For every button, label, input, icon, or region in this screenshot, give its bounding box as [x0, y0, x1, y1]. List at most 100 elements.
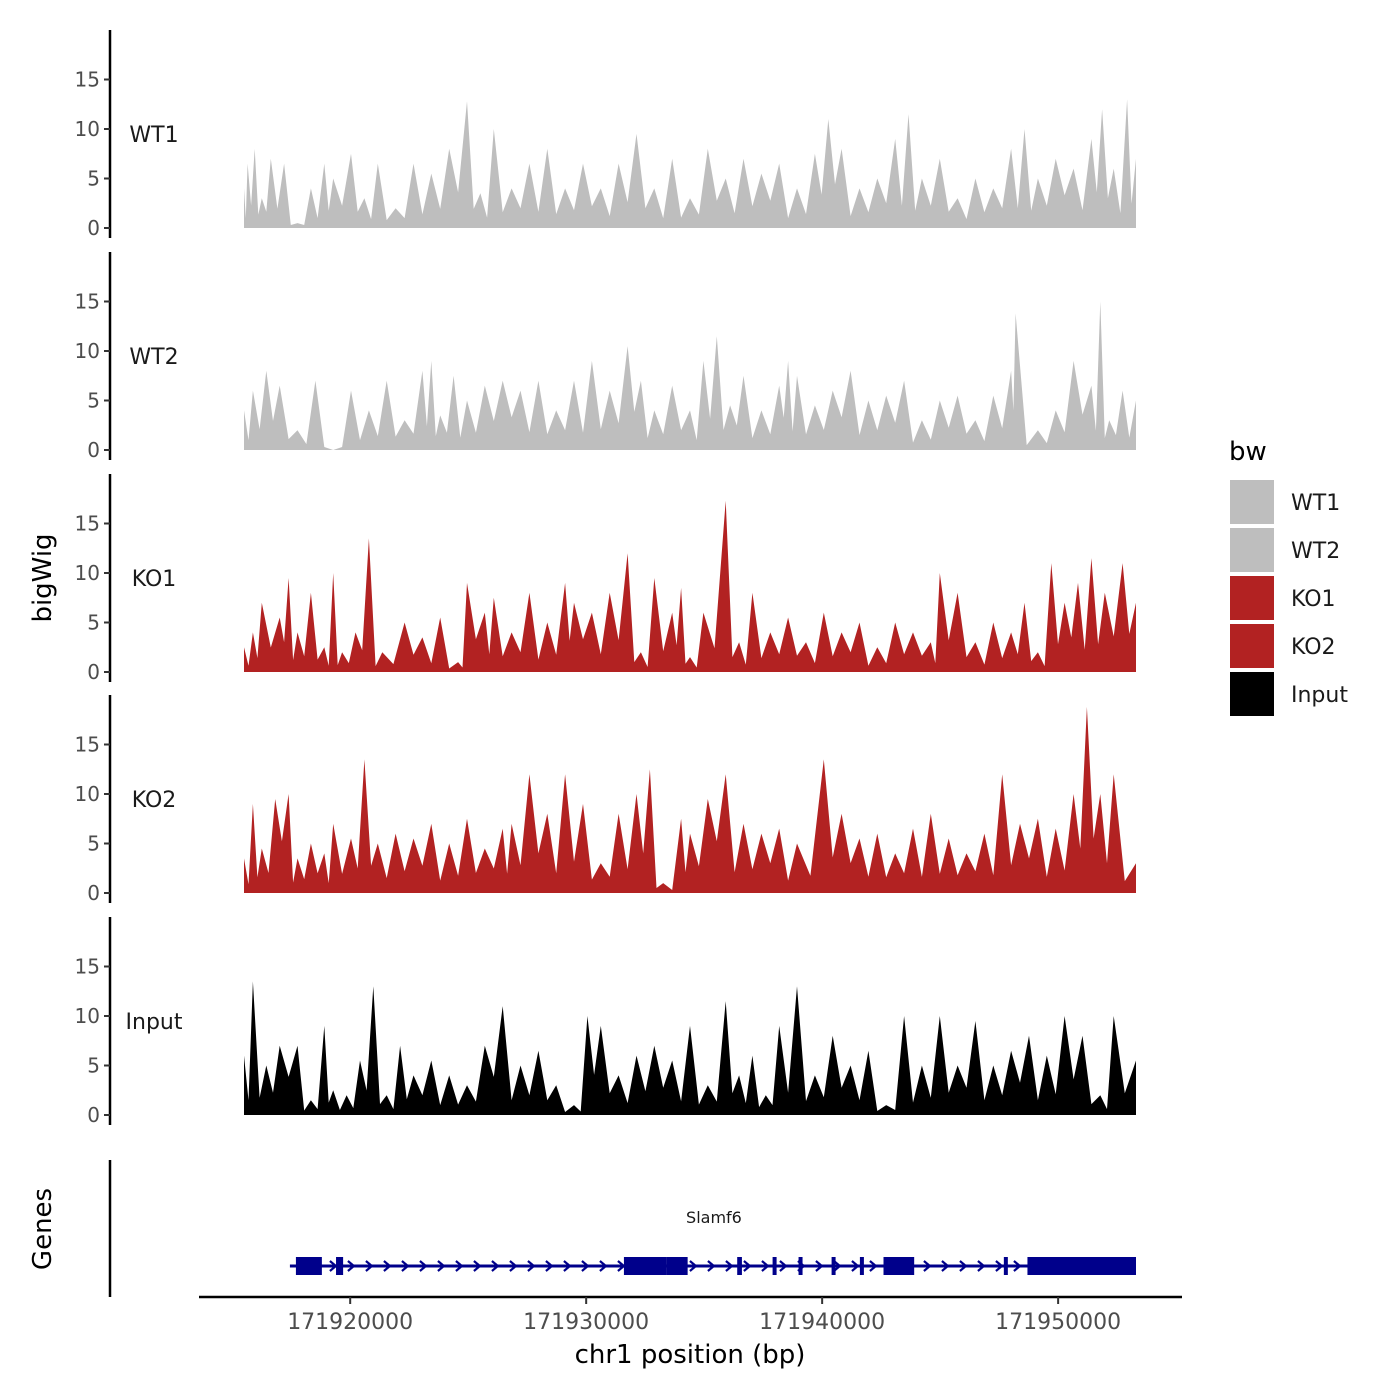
gene-exon [666, 1257, 688, 1275]
y-tick-label: 15 [75, 733, 100, 757]
y-tick-label: 10 [75, 117, 100, 141]
gene-exon [1003, 1257, 1008, 1275]
strand-arrow [941, 1260, 950, 1272]
gene-exon [798, 1257, 803, 1275]
y-tick-label: 0 [87, 1103, 100, 1127]
gene-exon [883, 1257, 915, 1275]
track-panel-wt1: 0 5 10 15 WT1 [75, 30, 1136, 240]
legend-swatch [1230, 624, 1274, 668]
y-tick-label: 15 [75, 955, 100, 979]
y-tick-label: 0 [87, 660, 100, 684]
genes-track-label: Genes [28, 1188, 58, 1270]
strand-arrow [383, 1260, 392, 1272]
y-tick-label: 5 [87, 611, 100, 635]
coverage-area-wt1 [244, 99, 1136, 228]
strand-arrow [545, 1260, 554, 1272]
legend-label: KO2 [1291, 635, 1336, 660]
track-label-wt1: WT1 [129, 123, 178, 148]
strand-arrow [707, 1260, 716, 1272]
strand-arrow [599, 1260, 608, 1272]
y-tick-label: 10 [75, 561, 100, 585]
gene-name-label: Slamf6 [686, 1208, 742, 1227]
coverage-area-ko1 [244, 500, 1136, 672]
strand-arrow [455, 1260, 464, 1272]
strand-arrow [725, 1260, 734, 1272]
legend-label: KO1 [1291, 587, 1336, 612]
strand-arrow [509, 1260, 518, 1272]
strand-arrow [527, 1260, 536, 1272]
y-tick-label: 10 [75, 782, 100, 806]
track-panel-input: 0 5 10 15 Input [75, 917, 1136, 1127]
coverage-area-input [244, 981, 1136, 1115]
strand-arrow [581, 1260, 590, 1272]
strand-arrow [761, 1260, 770, 1272]
y-tick-label: 0 [87, 438, 100, 462]
gene-exon [772, 1257, 777, 1275]
strand-arrow [329, 1260, 338, 1272]
strand-arrow [473, 1260, 482, 1272]
legend-label: WT2 [1291, 539, 1340, 564]
y-tick-label: 10 [75, 1004, 100, 1028]
strand-arrow [491, 1260, 500, 1272]
strand-arrow [743, 1260, 752, 1272]
track-panel-wt2: 0 5 10 15 WT2 [75, 252, 1136, 462]
gene-exon [737, 1257, 742, 1275]
strand-arrow [365, 1260, 374, 1272]
track-label-wt2: WT2 [129, 345, 178, 370]
x-tick-label: 171950000 [995, 1310, 1121, 1335]
legend-label: Input [1291, 683, 1348, 708]
gene-exon [623, 1257, 667, 1275]
y-axis-title: bigWig [28, 533, 58, 622]
strand-arrow [977, 1260, 986, 1272]
y-tick-label: 15 [75, 512, 100, 536]
legend: WT1 WT2 KO1 KO2 Input [1230, 480, 1348, 716]
coverage-tracks: 0 5 10 15 WT1 0 5 10 15 WT2 0 5 10 15 KO1 0 5 10 15 KO2 0 5 10… [75, 30, 1136, 1127]
gene-exon [336, 1257, 344, 1275]
legend-item-input: Input [1230, 672, 1348, 716]
x-axis: 171920000 171930000 171940000 171950000 [199, 1295, 1182, 1335]
strand-arrow [815, 1260, 824, 1272]
y-tick-label: 0 [87, 216, 100, 240]
y-tick-label: 5 [87, 167, 100, 191]
genes-track: Slamf6 [108, 1160, 1136, 1297]
legend-item-wt2: WT2 [1230, 528, 1340, 572]
y-tick-label: 5 [87, 1054, 100, 1078]
strand-arrow [1013, 1260, 1022, 1272]
strand-arrow [779, 1260, 788, 1272]
legend-item-ko2: KO2 [1230, 624, 1336, 668]
y-tick-label: 10 [75, 339, 100, 363]
legend-swatch [1230, 480, 1274, 524]
gene-exon [859, 1257, 864, 1275]
strand-arrow [995, 1260, 1004, 1272]
legend-item-wt1: WT1 [1230, 480, 1340, 524]
x-tick-label: 171930000 [523, 1310, 649, 1335]
coverage-area-ko2 [244, 706, 1136, 893]
track-label-input: Input [126, 1010, 183, 1035]
strand-arrow [923, 1260, 932, 1272]
track-panel-ko2: 0 5 10 15 KO2 [75, 695, 1136, 905]
strand-arrow [851, 1260, 860, 1272]
gene-exon [1027, 1257, 1136, 1275]
strand-arrow [401, 1260, 410, 1272]
legend-swatch [1230, 672, 1274, 716]
strand-arrow [869, 1260, 878, 1272]
y-tick-label: 15 [75, 68, 100, 92]
track-panel-ko1: 0 5 10 15 KO1 [75, 474, 1136, 684]
strand-arrow [833, 1260, 842, 1272]
strand-arrow [437, 1260, 446, 1272]
strand-arrow [419, 1260, 428, 1272]
legend-swatch [1230, 528, 1274, 572]
legend-title: bw [1229, 437, 1267, 467]
y-tick-label: 5 [87, 832, 100, 856]
track-label-ko1: KO1 [132, 567, 177, 592]
strand-arrow [959, 1260, 968, 1272]
strand-arrow [563, 1260, 572, 1272]
strand-arrow [347, 1260, 356, 1272]
y-tick-label: 5 [87, 389, 100, 413]
y-tick-label: 15 [75, 290, 100, 314]
gene-exon [295, 1257, 322, 1275]
x-tick-label: 171920000 [287, 1310, 413, 1335]
legend-item-ko1: KO1 [1230, 576, 1336, 620]
x-axis-title: chr1 position (bp) [575, 1340, 806, 1370]
y-tick-label: 0 [87, 881, 100, 905]
